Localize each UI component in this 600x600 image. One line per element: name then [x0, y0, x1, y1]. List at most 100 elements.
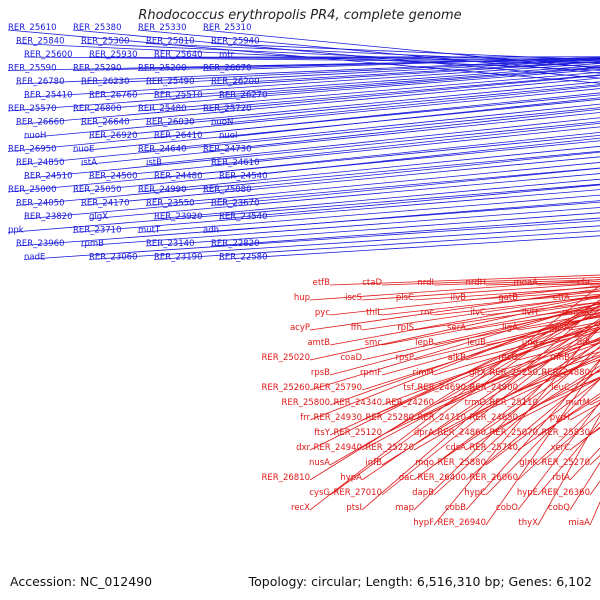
reverse-gene-label: RER_27010: [334, 488, 382, 498]
reverse-gene-leader: [517, 403, 600, 481]
reverse-gene-label: dprA: [414, 428, 434, 438]
forward-gene-leader: [145, 81, 600, 125]
topology-text: Topology: circular; Length: 6,516,310 bp…: [248, 574, 592, 589]
reverse-gene-label: coaD: [340, 353, 362, 363]
forward-gene-leader: [23, 220, 600, 260]
forward-gene-leader: [23, 84, 600, 139]
reverse-gene-leader: [329, 299, 600, 496]
forward-gene-label: RER_26920: [89, 131, 137, 141]
reverse-gene-label: rpsB: [311, 368, 330, 378]
reverse-gene-label: RER_24900: [470, 383, 518, 393]
reverse-gene-label: moaA: [513, 278, 538, 288]
forward-gene-label: nuoE: [73, 145, 94, 155]
reverse-gene-leader: [361, 318, 600, 481]
forward-gene-leader: [210, 167, 600, 206]
forward-gene-label: RER_26950: [8, 145, 56, 155]
reverse-gene-label: RER_25740: [470, 443, 518, 453]
forward-gene-label: nuoN: [211, 118, 233, 128]
reverse-gene-leader: [413, 337, 600, 421]
reverse-gene-leader: [589, 501, 600, 526]
reverse-gene-leader: [589, 427, 600, 436]
forward-gene-leader: [202, 57, 600, 71]
forward-gene-label: RER_25300: [81, 37, 129, 47]
reverse-gene-label: RER_26060: [470, 473, 518, 483]
forward-gene-leader: [153, 65, 600, 98]
forward-gene-leader: [72, 98, 600, 152]
reverse-gene-leader: [361, 314, 600, 391]
forward-gene-label: RER_24610: [211, 158, 259, 168]
reverse-gene-leader: [465, 326, 600, 361]
forward-gene-leader: [218, 184, 600, 220]
forward-gene-label: RER_26410: [154, 131, 202, 141]
forward-gene-leader: [153, 178, 600, 220]
reverse-gene-label: RER_25260: [262, 383, 310, 393]
reverse-gene-leader: [465, 359, 600, 511]
reverse-gene-label: RER_24650: [470, 413, 518, 423]
forward-gene-leader: [137, 71, 600, 112]
forward-gene-leader: [145, 59, 600, 85]
reverse-gene-label: hypC: [464, 488, 486, 498]
reverse-gene-label: cysG: [309, 488, 330, 498]
reverse-gene-leader: [485, 378, 600, 466]
forward-gene-leader: [88, 56, 600, 61]
forward-gene-label: RER_23550: [146, 199, 194, 209]
forward-gene-leader: [145, 117, 600, 166]
forward-gene-label: RER_26640: [81, 118, 129, 128]
forward-gene-leader: [202, 151, 600, 193]
forward-gene-label: RER_23820: [24, 212, 72, 222]
forward-gene-leader: [15, 74, 600, 125]
forward-gene-label: RER_23060: [89, 253, 137, 263]
forward-gene-label: RER_25930: [89, 50, 137, 60]
accession-text: Accession: NC_012490: [10, 574, 153, 589]
forward-gene-label: RER_23920: [154, 212, 202, 222]
reverse-gene-label: cdsA: [446, 443, 466, 453]
reverse-gene-leader: [413, 340, 600, 481]
forward-gene-leader: [15, 150, 600, 206]
reverse-gene-label: rpIS: [397, 323, 414, 333]
reverse-gene-label: RER_26400: [418, 473, 466, 483]
forward-gene-label: RER_26780: [16, 77, 64, 87]
reverse-gene-leader: [465, 342, 600, 391]
reverse-gene-leader: [433, 351, 600, 466]
forward-gene-label: RER_24640: [138, 145, 186, 155]
reverse-gene-label: dapB: [412, 488, 434, 498]
forward-gene-leader: [88, 63, 600, 98]
forward-gene-leader: [145, 212, 600, 247]
reverse-gene-label: RER_25070: [490, 428, 538, 438]
reverse-gene-label: frr: [300, 413, 310, 423]
forward-gene-leader: [15, 201, 600, 247]
reverse-gene-label: etfA: [553, 293, 571, 303]
forward-gene-label: RER_26760: [89, 91, 137, 101]
reverse-gene-label: RER_25020: [262, 353, 310, 363]
forward-gene-label: glgX: [89, 212, 108, 222]
reverse-gene-label: ctaD: [362, 278, 382, 288]
reverse-gene-label: amtB: [307, 338, 330, 348]
reverse-gene-leader: [329, 295, 600, 346]
reverse-gene-leader: [381, 328, 600, 436]
forward-gene-leader: [153, 92, 600, 139]
reverse-gene-label: dac: [399, 473, 415, 483]
reverse-gene-label: ligA: [502, 323, 518, 333]
reverse-gene-leader: [589, 313, 600, 316]
forward-gene-leader: [72, 189, 600, 233]
forward-gene-label: RER_23670: [211, 199, 259, 209]
forward-gene-label: mtr: [219, 50, 235, 60]
reverse-gene-label: thyX: [518, 518, 538, 528]
forward-gene-label: RER_26270: [219, 91, 267, 101]
reverse-gene-leader: [309, 305, 600, 451]
forward-gene-label: RER_24170: [81, 199, 129, 209]
reverse-gene-label: RER_24930: [314, 413, 362, 423]
forward-gene-label: RER_26670: [203, 64, 251, 74]
forward-gene-leader: [7, 66, 600, 112]
reverse-gene-label: pyc: [315, 308, 330, 318]
forward-gene-label: nuoH: [24, 131, 46, 141]
reverse-gene-label: mqo: [415, 458, 434, 468]
forward-gene-label: RER_25720: [203, 104, 251, 114]
forward-gene-label: RER_23140: [146, 239, 194, 249]
forward-gene-leader: [72, 69, 600, 112]
forward-gene-label: RER_25410: [24, 91, 72, 101]
reverse-gene-leader: [309, 279, 600, 301]
forward-gene-label: istB: [146, 158, 162, 168]
reverse-gene-label: RER_24260: [386, 398, 434, 408]
